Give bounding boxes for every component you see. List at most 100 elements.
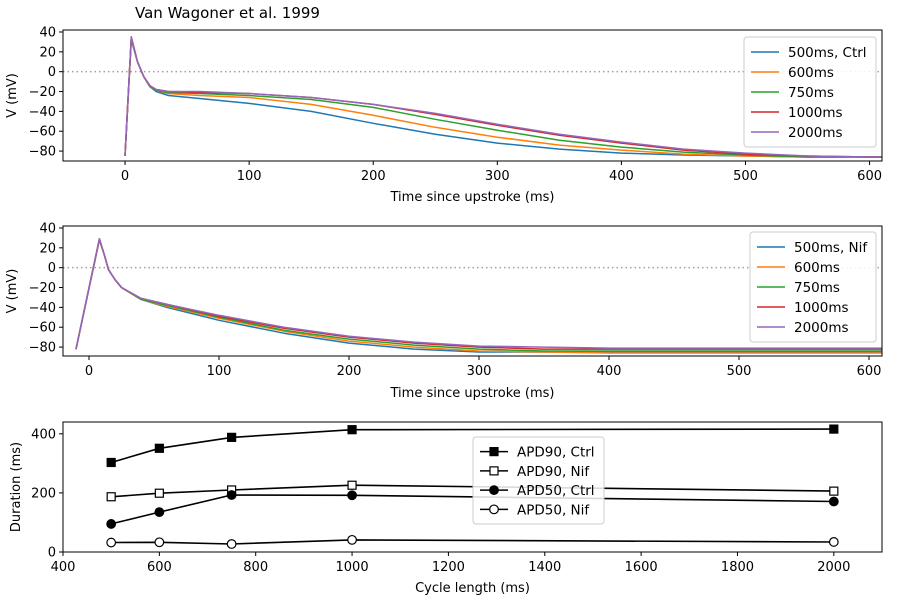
- x-tick-label: 400: [609, 169, 634, 184]
- data-point: [106, 519, 117, 529]
- y-tick-label: 0: [48, 65, 56, 80]
- y-tick-label: −60: [29, 125, 56, 140]
- plot-area: [124, 36, 882, 158]
- y-tick-label: 40: [39, 221, 56, 236]
- y-axis-label: V (mV): [5, 269, 20, 314]
- y-tick-label: −80: [29, 341, 56, 356]
- axes-frame: [62, 29, 883, 162]
- y-tick-label: −60: [29, 321, 56, 336]
- data-point: [347, 480, 357, 490]
- x-tick-label: 1600: [625, 560, 658, 575]
- y-tick-label: 20: [39, 45, 56, 60]
- legend-box: [749, 231, 877, 343]
- x-tick-label: 100: [237, 169, 262, 184]
- legend-label-0: APD90, Ctrl: [517, 445, 595, 461]
- x-tick-label: 400: [597, 364, 622, 379]
- data-point: [154, 507, 165, 518]
- data-point: [347, 490, 357, 501]
- apd-duration-panel: 400 600 800 1000 1200 1400 1600 1800 2000 0 200 400…: [9, 421, 883, 596]
- data-point: [106, 457, 116, 468]
- axes-frame: [62, 421, 883, 553]
- series-line-4: [124, 36, 882, 158]
- data-point: [154, 537, 165, 548]
- legend-box: [472, 436, 605, 525]
- axes-frame: [62, 225, 883, 357]
- x-tick-label: 1800: [721, 560, 754, 575]
- series-line-4: [75, 238, 882, 350]
- x-tick-label: 600: [857, 364, 882, 379]
- figure-title: Van Wagoner et al. 1999: [135, 4, 320, 22]
- legend: 500ms, Ctrl 600ms 750ms 1000ms 2000ms: [743, 36, 877, 148]
- data-point: [227, 432, 237, 442]
- legend-marker-0: [489, 447, 499, 457]
- x-tick-label: 200: [337, 364, 362, 379]
- data-point: [829, 486, 839, 496]
- voltage-nif-panel: 0 100 200 300 400 500 600 −80 −60 −40 −20 0 20 40 Time…: [5, 221, 883, 401]
- x-axis-label: Time since upstroke (ms): [390, 190, 555, 205]
- legend-label-3: 1000ms: [788, 105, 843, 121]
- x-tick-label: 800: [243, 560, 268, 575]
- legend-marker-1: [489, 466, 499, 476]
- data-point: [226, 490, 237, 500]
- x-tick-label: 300: [485, 169, 510, 184]
- legend: 500ms, Nif 600ms 750ms 1000ms 2000ms: [749, 231, 877, 343]
- x-tick-label: 500: [727, 364, 752, 379]
- y-tick-label: 0: [48, 546, 56, 561]
- legend-marker-2: [489, 485, 499, 496]
- x-tick-label: 0: [85, 364, 93, 379]
- x-tick-label: 400: [51, 560, 76, 575]
- x-tick-label: 1000: [336, 560, 369, 575]
- y-tick-label: −20: [29, 281, 56, 296]
- legend-label-4: 2000ms: [794, 320, 849, 336]
- legend-label-2: 750ms: [788, 85, 834, 101]
- data-point: [154, 488, 164, 498]
- legend-label-1: 600ms: [794, 260, 840, 276]
- legend: APD90, Ctrl APD90, Nif APD50, Ctrl APD50, N…: [472, 436, 605, 525]
- data-point: [226, 539, 237, 549]
- legend-label-3: APD50, Nif: [517, 502, 590, 518]
- x-tick-label: 600: [857, 169, 882, 184]
- y-axis-label: Duration (ms): [9, 442, 24, 532]
- data-point: [106, 492, 116, 502]
- data-point: [347, 534, 357, 545]
- data-point: [829, 424, 839, 434]
- data-point: [828, 496, 839, 507]
- legend-label-2: APD50, Ctrl: [517, 483, 595, 499]
- legend-label-1: APD90, Nif: [517, 464, 590, 480]
- y-tick-label: −40: [29, 301, 56, 316]
- y-tick-label: 20: [39, 241, 56, 256]
- x-tick-label: 1200: [432, 560, 465, 575]
- x-tick-label: 2000: [817, 560, 850, 575]
- legend-label-0: 500ms, Nif: [794, 240, 868, 256]
- y-tick-label: −80: [29, 145, 56, 160]
- x-axis-label: Cycle length (ms): [415, 581, 530, 596]
- legend-label-3: 1000ms: [794, 300, 849, 316]
- voltage-ctrl-panel: 0 100 200 300 400 500 600 −80 −60 −40 −20 0 20 40 Time…: [5, 25, 883, 205]
- y-tick-label: 200: [31, 486, 56, 501]
- x-tick-label: 1400: [528, 560, 561, 575]
- legend-label-1: 600ms: [788, 65, 834, 81]
- y-tick-label: 400: [31, 427, 56, 442]
- x-tick-label: 200: [361, 169, 386, 184]
- legend-marker-3: [489, 504, 499, 515]
- y-tick-label: −20: [29, 85, 56, 100]
- x-tick-label: 100: [207, 364, 232, 379]
- legend-label-2: 750ms: [794, 280, 840, 296]
- y-tick-label: −40: [29, 105, 56, 120]
- x-tick-label: 500: [733, 169, 758, 184]
- legend-label-0: 500ms, Ctrl: [788, 45, 867, 61]
- series-line-3: [111, 539, 834, 545]
- data-point: [106, 537, 117, 548]
- data-point: [347, 425, 357, 435]
- y-tick-label: 40: [39, 25, 56, 40]
- legend-label-4: 2000ms: [788, 125, 843, 141]
- data-point: [154, 443, 164, 453]
- y-tick-label: 0: [48, 261, 56, 276]
- data-point: [828, 537, 839, 547]
- x-tick-label: 600: [147, 560, 172, 575]
- plot-area: [75, 238, 882, 354]
- x-tick-label: 0: [121, 169, 129, 184]
- x-axis-label: Time since upstroke (ms): [390, 386, 555, 401]
- x-tick-label: 300: [467, 364, 492, 379]
